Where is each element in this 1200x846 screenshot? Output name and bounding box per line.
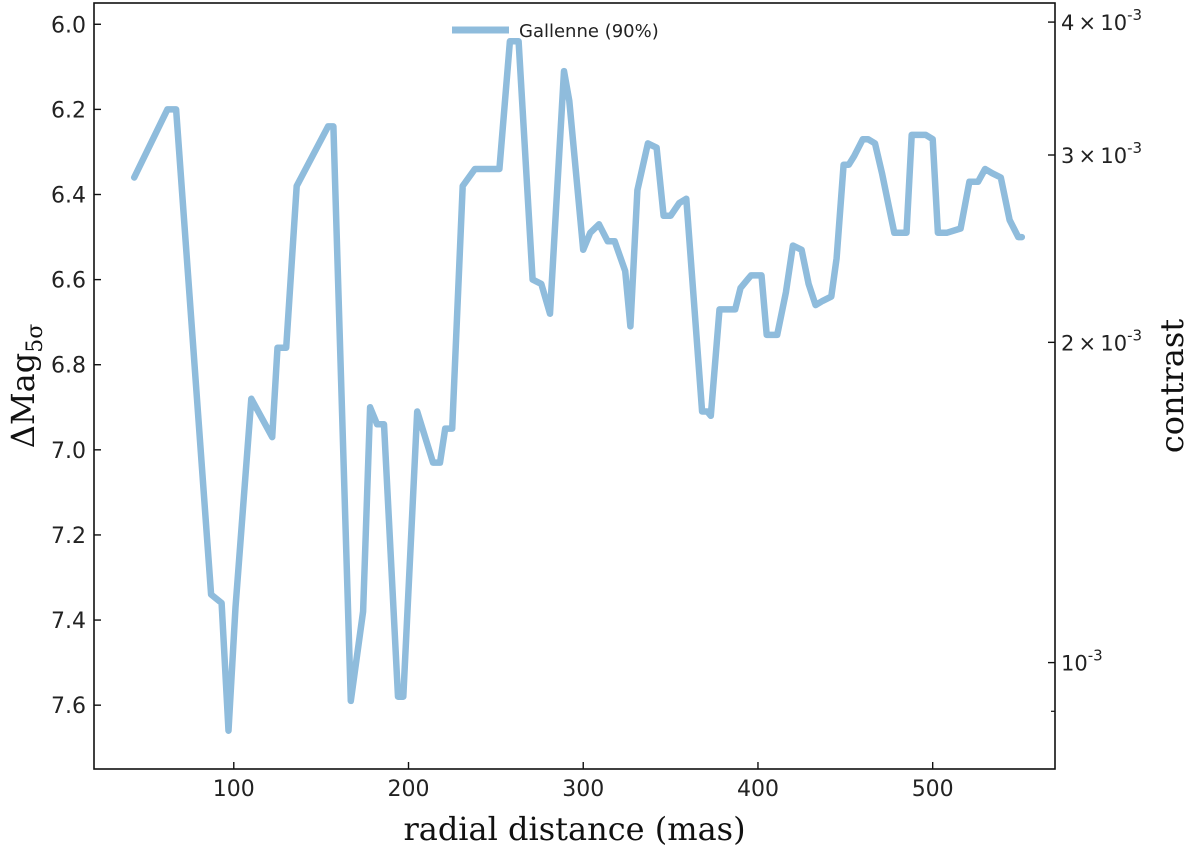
y-axis-right-label: contrast <box>1153 319 1191 453</box>
x-axis-label: radial distance (mas) <box>403 810 745 846</box>
y-right-tick-label: 10-3 <box>1061 647 1103 676</box>
y-axis-right: 4 × 10-3 3 × 10-3 2 × 10-3 10-3 <box>1048 6 1142 712</box>
y-right-tick-label: 2 × 10-3 <box>1061 326 1142 355</box>
y-tick-label: 6.0 <box>51 13 86 38</box>
y-tick-label: 6.2 <box>51 98 86 123</box>
y-axis-label-subscript: 5σ <box>23 324 48 353</box>
y-right-tick-label: 4 × 10-3 <box>1061 6 1142 35</box>
y-tick-label: 6.4 <box>51 184 86 209</box>
y-axis-left: 6.0 6.2 6.4 6.6 6.8 7.0 7.2 7.4 7.6 <box>51 13 101 719</box>
plot-frame <box>93 2 1056 770</box>
y-axis-label-main: ΔMag <box>4 353 42 448</box>
y-tick-label: 6.6 <box>51 269 86 294</box>
x-tick-label: 300 <box>562 777 604 802</box>
y-tick-label: 6.8 <box>51 354 86 379</box>
y-axis-label: ΔMag5σ <box>4 324 48 448</box>
y-tick-label: 7.6 <box>51 694 86 719</box>
legend: Gallenne (90%) <box>452 21 659 42</box>
x-tick-label: 100 <box>213 777 255 802</box>
y-right-tick-label: 3 × 10-3 <box>1061 139 1142 168</box>
x-axis: 100 200 300 400 500 <box>213 762 954 802</box>
series-line <box>130 38 1026 734</box>
x-tick-label: 400 <box>737 777 779 802</box>
y-tick-label: 7.2 <box>51 524 86 549</box>
y-tick-label: 7.4 <box>51 609 86 634</box>
x-tick-label: 200 <box>388 777 430 802</box>
legend-label: Gallenne (90%) <box>519 21 659 42</box>
x-tick-label: 500 <box>912 777 954 802</box>
series-layer <box>130 38 1026 734</box>
y-tick-label: 7.0 <box>51 439 86 464</box>
